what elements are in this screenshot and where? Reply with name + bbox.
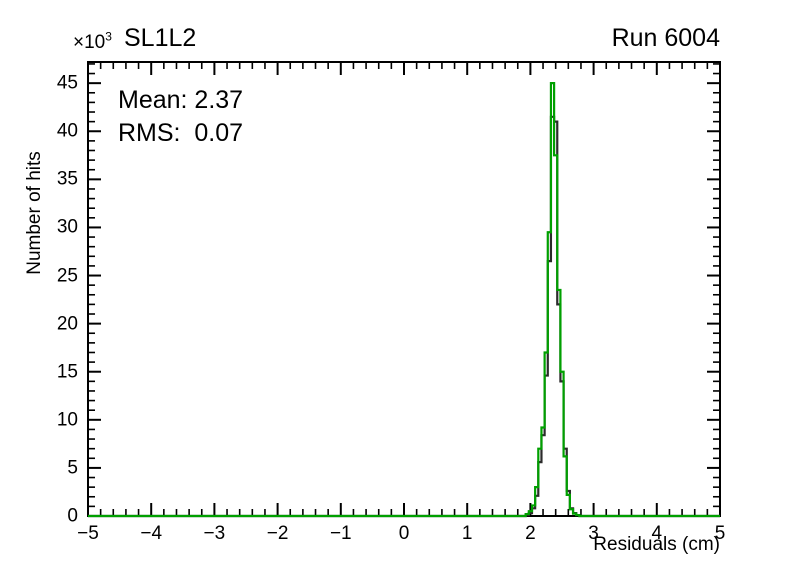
y-axis-exponent-power: 3 [105, 29, 112, 44]
x-axis-tick-label: −1 [329, 523, 352, 544]
y-axis-tick-label: 5 [67, 457, 78, 479]
x-axis-tick-label: 2 [525, 523, 536, 544]
y-axis-tick-label: 20 [56, 313, 78, 335]
histogram-hist-secondary [88, 82, 720, 518]
x-axis-tick-label: −3 [203, 523, 226, 544]
y-axis-exponent-label: ×103 [73, 29, 112, 53]
y-axis-tick-label: 45 [56, 72, 78, 94]
x-axis-tick-label: −2 [266, 523, 289, 544]
y-axis-tick-label: 25 [56, 265, 78, 287]
run-label: Run 6004 [611, 24, 720, 52]
stats-mean: Mean: 2.37 [118, 86, 244, 114]
x-axis-tick-label: 1 [461, 523, 473, 544]
x-axis-tick-label: −5 [77, 523, 99, 544]
stats-rms: RMS: 0.07 [118, 119, 244, 147]
y-axis-exponent-prefix: ×10 [73, 32, 106, 53]
page-title: SL1L2 [124, 24, 197, 52]
y-axis-tick-label: 40 [56, 120, 78, 142]
x-axis-title: Residuals (cm) [593, 534, 720, 555]
y-axis-tick-label: 15 [56, 361, 78, 383]
y-axis-tick-label: 0 [67, 505, 78, 527]
y-axis-tick-label: 30 [56, 216, 78, 238]
stats-box: Mean: 2.37 RMS: 0.07 [118, 84, 243, 150]
plot-frame [87, 61, 721, 517]
x-axis-tick-label: 3 [588, 523, 599, 544]
x-axis-tick-label: 5 [714, 523, 726, 544]
x-axis-tick-label: −4 [140, 523, 163, 544]
y-axis-tick-label: 10 [56, 409, 78, 431]
x-axis-tick-label: 0 [398, 523, 410, 544]
x-axis-tick-label: 4 [651, 523, 663, 544]
y-axis-tick-label: 35 [56, 168, 78, 190]
